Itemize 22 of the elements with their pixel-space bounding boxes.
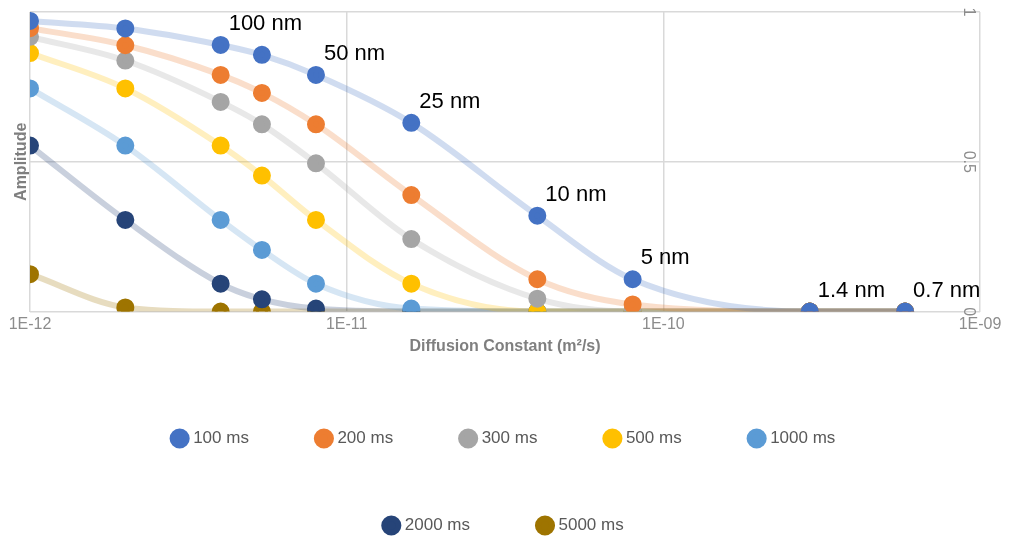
x-axis-title: Diffusion Constant (m²/s) (409, 336, 601, 354)
x-tick-label: 1E-10 (641, 314, 685, 332)
y-tick-label: 1 (960, 7, 978, 17)
x-tick-label: 1E-12 (8, 314, 52, 332)
annotation: 50 nm (323, 39, 386, 65)
annotation: 5 nm (640, 244, 690, 270)
annotation: 10 nm (545, 180, 607, 206)
legend-label: 5000 ms (558, 515, 624, 535)
legend-label: 2000 ms (404, 515, 470, 535)
y-axis-title: Amplitude (12, 122, 30, 201)
y-tick-label: 0.5 (960, 150, 978, 174)
legend-label: 200 ms (337, 428, 394, 448)
y-tick-label: 0 (960, 307, 978, 317)
x-tick-label: 1E-11 (325, 314, 368, 332)
legend-label: 500 ms (625, 428, 682, 448)
annotation: 1.4 nm (817, 276, 886, 302)
annotation: 0.7 nm (913, 276, 981, 302)
legend-label: 300 ms (481, 428, 538, 448)
legend-label: 1000 ms (770, 428, 836, 448)
annotation: 100 nm (228, 10, 303, 36)
annotation: 25 nm (419, 87, 481, 113)
legend-label: 100 ms (193, 428, 249, 448)
